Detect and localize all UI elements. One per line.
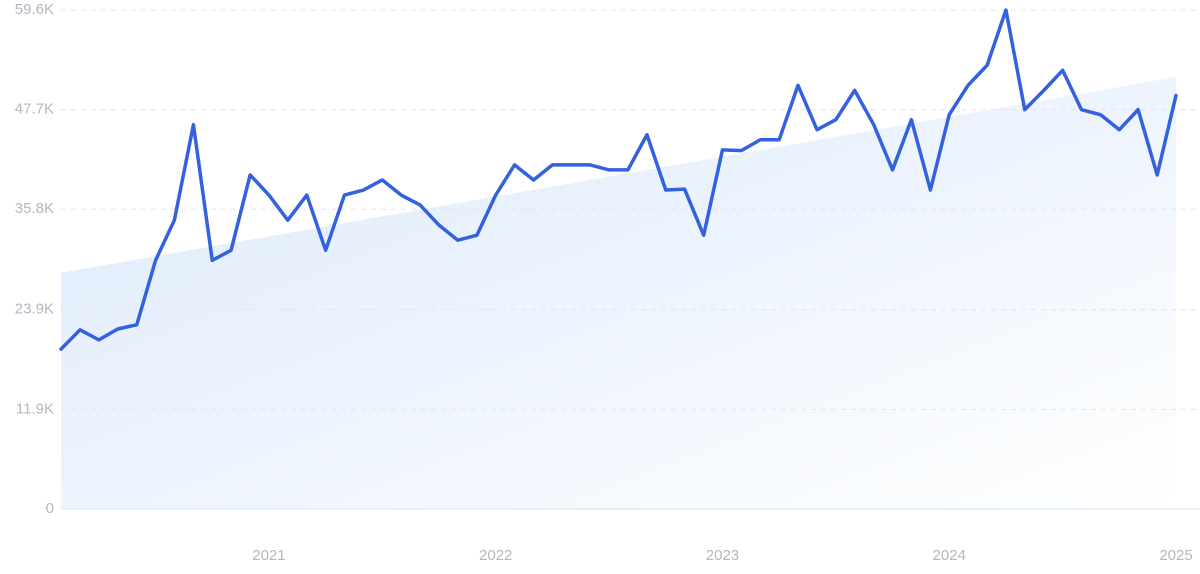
data-line bbox=[59, 8, 1178, 351]
y-tick-label: 59.6K bbox=[15, 1, 54, 18]
x-tick-label: 2021 bbox=[252, 547, 285, 564]
x-tick-label: 2022 bbox=[479, 547, 512, 564]
trend-area bbox=[61, 76, 1176, 510]
y-tick-label: 0 bbox=[46, 500, 54, 517]
x-tick-label: 2025 bbox=[1159, 547, 1192, 564]
y-tick-label: 11.9K bbox=[16, 400, 54, 417]
y-tick-label: 47.7K bbox=[15, 101, 54, 118]
y-tick-label: 35.8K bbox=[15, 200, 54, 217]
y-tick-label: 23.9K bbox=[15, 301, 54, 318]
x-tick-label: 2024 bbox=[933, 547, 966, 564]
x-tick-label: 2023 bbox=[706, 547, 739, 564]
